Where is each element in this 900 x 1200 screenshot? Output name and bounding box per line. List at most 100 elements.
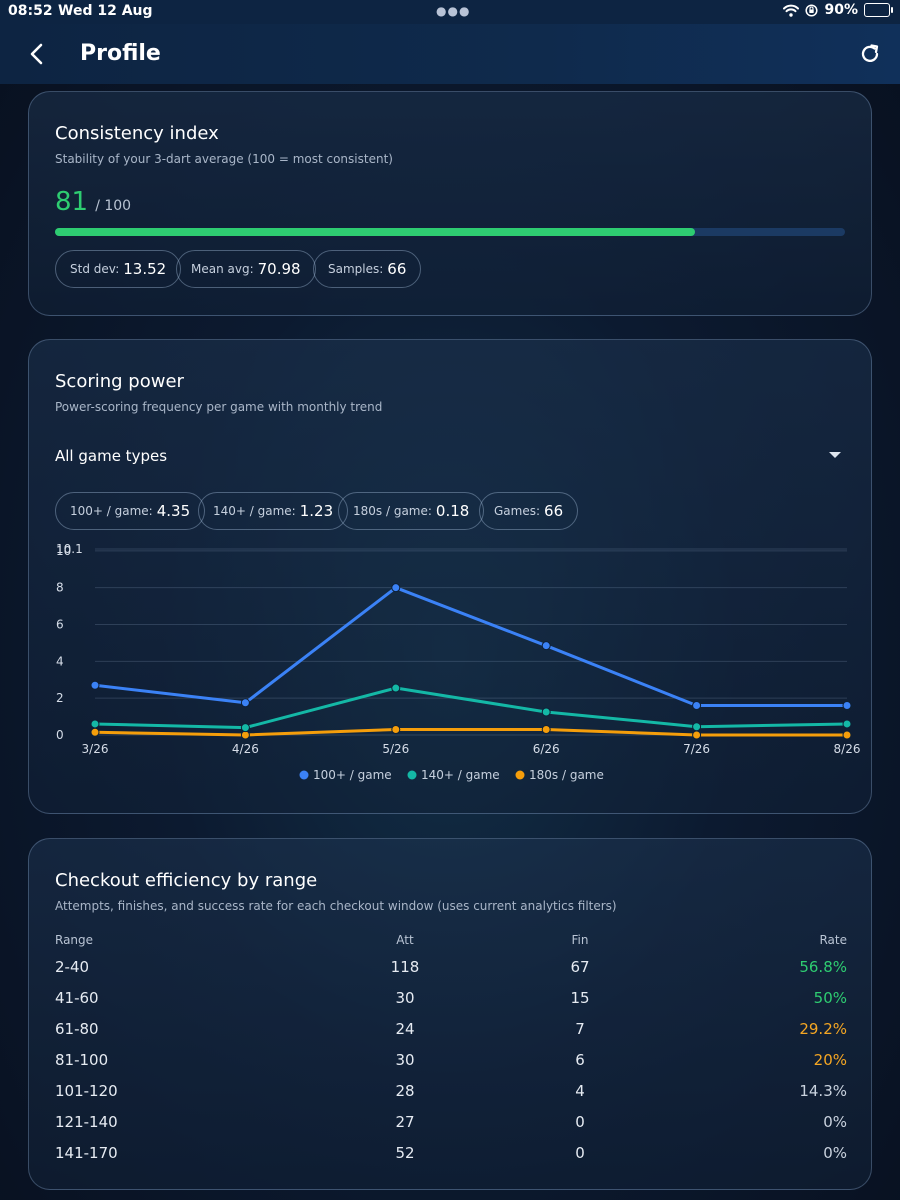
battery-icon	[864, 3, 893, 17]
scoring-subtitle: Power-scoring frequency per game with mo…	[55, 400, 383, 414]
table-row: 2-40 118 67 56.8%	[55, 951, 847, 982]
fin-cell: 6	[575, 1050, 585, 1069]
col-range: Range	[55, 933, 94, 947]
app-bar: Profile	[0, 24, 900, 84]
scoring-title: Scoring power	[55, 371, 184, 392]
chip-140-label: 140+ / game:	[213, 504, 296, 518]
scoring-power-card: Scoring power Power-scoring frequency pe…	[28, 339, 872, 814]
legend-label: 100+ / game	[313, 768, 392, 782]
consistency-progress-bar	[55, 228, 845, 236]
table-row: 41-60 30 15 50%	[55, 982, 847, 1013]
range-cell: 141-170	[55, 1143, 118, 1162]
samples-label: Samples:	[328, 262, 384, 276]
back-button[interactable]	[18, 36, 54, 72]
data-point	[391, 583, 401, 593]
chip-games-value: 66	[544, 502, 564, 520]
caret-down-icon	[829, 452, 841, 458]
rate-cell: 50%	[813, 988, 847, 1007]
data-point	[90, 680, 100, 690]
consistency-score-value: 81	[55, 187, 89, 217]
col-att: Att	[396, 933, 414, 947]
data-point	[240, 730, 250, 740]
checkout-title: Checkout efficiency by range	[55, 870, 318, 891]
chip-100-per-game: 100+ / game: 4.35	[55, 492, 206, 530]
chip-100-label: 100+ / game:	[70, 504, 153, 518]
legend-marker	[299, 770, 309, 780]
status-time: 08:52	[8, 3, 53, 19]
x-tick-label: 6/26	[533, 742, 560, 756]
samples-value: 66	[387, 260, 407, 278]
range-cell: 61-80	[55, 1019, 99, 1038]
range-cell: 121-140	[55, 1112, 118, 1131]
page-title: Profile	[80, 41, 161, 66]
chip-games-label: Games:	[494, 504, 541, 518]
att-cell: 52	[395, 1143, 415, 1162]
refresh-button[interactable]	[854, 38, 886, 70]
data-point	[842, 730, 852, 740]
fin-cell: 4	[575, 1081, 585, 1100]
table-row: 141-170 52 0 0%	[55, 1137, 847, 1168]
multitasking-dots-icon[interactable]: ●●●	[436, 4, 471, 18]
series-line	[94, 686, 848, 730]
data-point	[842, 701, 852, 711]
chip-180s-per-game: 180s / game: 0.18	[338, 492, 485, 530]
chip-140-per-game: 140+ / game: 1.23	[198, 492, 349, 530]
col-rate: Rate	[819, 933, 847, 947]
refresh-icon	[861, 44, 879, 62]
status-right: 90%	[783, 2, 893, 18]
range-cell: 81-100	[55, 1050, 109, 1069]
chip-100-value: 4.35	[156, 502, 191, 520]
data-point	[240, 723, 250, 733]
legend-marker	[407, 770, 417, 780]
consistency-title: Consistency index	[55, 123, 219, 144]
consistency-card: Consistency index Stability of your 3-da…	[28, 91, 872, 316]
legend-marker	[515, 770, 525, 780]
legend-label: 140+ / game	[421, 768, 500, 782]
data-point	[692, 722, 702, 732]
data-point	[541, 641, 551, 651]
std-dev-label: Std dev:	[70, 262, 120, 276]
data-point	[541, 707, 551, 717]
samples-chip: Samples: 66	[313, 250, 422, 288]
checkout-table: Range Att Fin Rate 2-40 118 67 56.8% 41-60 30…	[55, 929, 847, 1168]
series-line	[94, 586, 847, 708]
game-type-dropdown[interactable]: All game types	[55, 446, 845, 470]
table-row: 121-140 27 0 0%	[55, 1106, 847, 1137]
y-tick-label: 8	[56, 581, 64, 595]
data-point	[692, 701, 702, 711]
checkout-header-row: Range Att Fin Rate	[55, 929, 847, 951]
att-cell: 28	[395, 1081, 415, 1100]
consistency-score: 81 / 100	[55, 187, 131, 217]
chevron-left-icon	[30, 43, 43, 65]
status-bar: 08:52 Wed 12 Aug ●●● 90%	[0, 0, 900, 24]
range-cell: 41-60	[55, 988, 99, 1007]
mean-avg-label: Mean avg:	[191, 262, 254, 276]
data-point	[391, 724, 401, 734]
x-tick-label: 5/26	[382, 742, 409, 756]
fin-cell: 0	[575, 1112, 585, 1131]
chip-games: Games: 66	[479, 492, 579, 530]
y-tick-label: 0	[56, 728, 64, 742]
data-point	[90, 719, 100, 729]
fin-cell: 15	[570, 988, 590, 1007]
series-line	[94, 727, 847, 737]
rate-cell: 0%	[823, 1112, 847, 1131]
chip-140-value: 1.23	[299, 502, 334, 520]
att-cell: 30	[395, 1050, 415, 1069]
rate-cell: 20%	[813, 1050, 847, 1069]
range-cell: 101-120	[55, 1081, 118, 1100]
std-dev-chip: Std dev: 13.52	[55, 250, 182, 288]
table-row: 81-100 30 6 20%	[55, 1044, 847, 1075]
x-tick-label: 4/26	[232, 742, 259, 756]
rate-cell: 29.2%	[799, 1019, 847, 1038]
rate-cell: 0%	[823, 1143, 847, 1162]
battery-percent: 90%	[824, 2, 858, 18]
fin-cell: 7	[575, 1019, 585, 1038]
status-date: Wed 12 Aug	[58, 3, 153, 19]
checkout-subtitle: Attempts, finishes, and success rate for…	[55, 899, 617, 913]
consistency-subtitle: Stability of your 3-dart average (100 = …	[55, 152, 393, 166]
y-tick-label: 10.1	[56, 542, 83, 556]
att-cell: 118	[390, 957, 420, 976]
att-cell: 30	[395, 988, 415, 1007]
